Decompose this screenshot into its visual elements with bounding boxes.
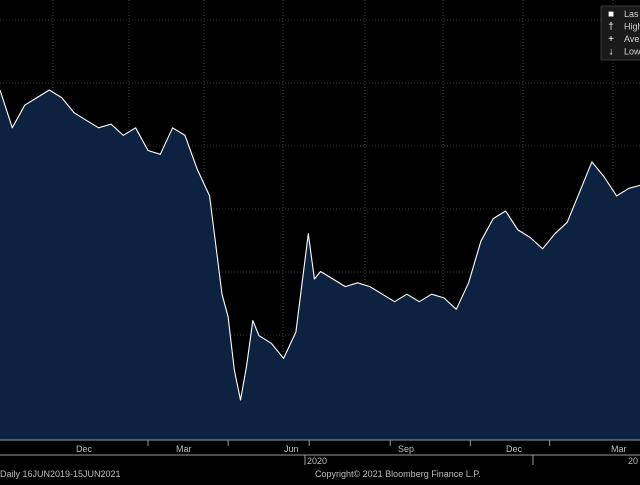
legend-symbol-icon: ■ — [608, 9, 614, 20]
x-tick-label: Dec — [506, 444, 523, 454]
legend-symbol-icon: + — [608, 34, 614, 45]
x-tick-label: Jun — [284, 444, 299, 454]
x-tick-label: Mar — [176, 444, 192, 454]
x-year-label: 2020 — [307, 456, 327, 466]
legend-symbol-icon: † — [608, 22, 614, 33]
series-layer — [0, 89, 640, 440]
footer-copyright: Copyright© 2021 Bloomberg Finance L.P. — [315, 469, 481, 479]
legend-label: Low — [624, 47, 640, 57]
legend-label: High — [624, 22, 640, 32]
x-tick-label: Dec — [76, 444, 93, 454]
legend-box — [600, 5, 640, 61]
legend-symbol-icon: ↓ — [609, 47, 614, 58]
x-year-label: 20 — [628, 456, 638, 466]
footer-date-range: Daily 16JUN2019-15JUN2021 — [0, 469, 121, 479]
x-tick-label: Sep — [398, 444, 414, 454]
footer: Daily 16JUN2019-15JUN2021 Copyright© 202… — [0, 469, 481, 479]
series-line — [0, 89, 640, 401]
legend-label: Ave — [624, 34, 639, 44]
series-area — [0, 90, 640, 440]
x-tick-label: Mar — [611, 444, 627, 454]
legend-label: Las — [624, 9, 639, 19]
legend: ■ Las † High + Ave ↓ Low — [600, 5, 640, 61]
